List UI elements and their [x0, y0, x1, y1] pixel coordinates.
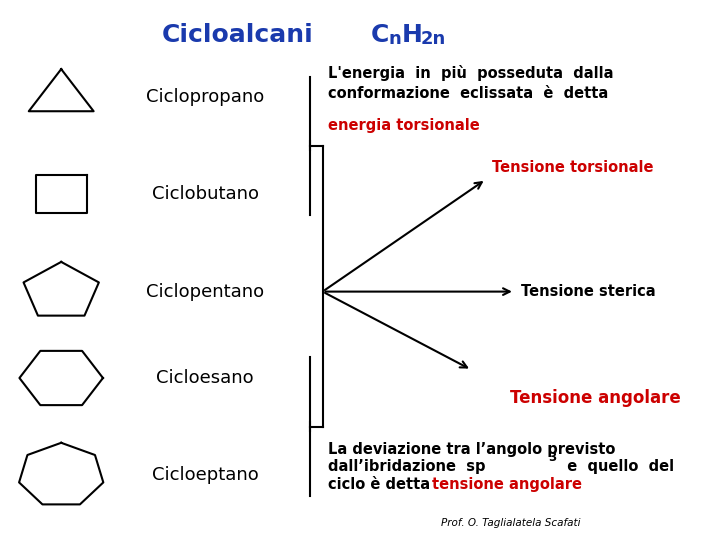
- Text: L'energia  in  più  posseduta  dalla
conformazione  eclissata  è  detta: L'energia in più posseduta dalla conform…: [328, 65, 613, 101]
- Text: energia torsionale: energia torsionale: [328, 118, 480, 133]
- Text: H: H: [402, 23, 423, 46]
- Text: Prof. O. Taglialatela Scafati: Prof. O. Taglialatela Scafati: [441, 518, 581, 528]
- Text: Ciclopropano: Ciclopropano: [146, 88, 264, 106]
- Text: Cicloesano: Cicloesano: [156, 369, 254, 387]
- Text: ciclo è detta: ciclo è detta: [328, 477, 435, 492]
- Text: Tensione torsionale: Tensione torsionale: [492, 160, 653, 175]
- Text: tensione angolare: tensione angolare: [432, 477, 582, 492]
- Text: Tensione sterica: Tensione sterica: [521, 284, 655, 299]
- Text: Cicloalcani: Cicloalcani: [162, 23, 313, 46]
- Text: 3: 3: [549, 451, 557, 464]
- Text: La deviazione tra l’angolo previsto: La deviazione tra l’angolo previsto: [328, 442, 615, 457]
- Text: 2n: 2n: [420, 30, 446, 48]
- Text: Tensione angolare: Tensione angolare: [510, 389, 680, 407]
- Text: dall’ibridazione  sp: dall’ibridazione sp: [328, 459, 485, 474]
- Text: Cicloeptano: Cicloeptano: [152, 466, 258, 484]
- Text: Ciclopentano: Ciclopentano: [146, 282, 264, 301]
- Text: e  quello  del: e quello del: [557, 459, 675, 474]
- Text: Ciclobutano: Ciclobutano: [152, 185, 258, 204]
- Text: C: C: [371, 23, 390, 46]
- Text: n: n: [389, 30, 402, 48]
